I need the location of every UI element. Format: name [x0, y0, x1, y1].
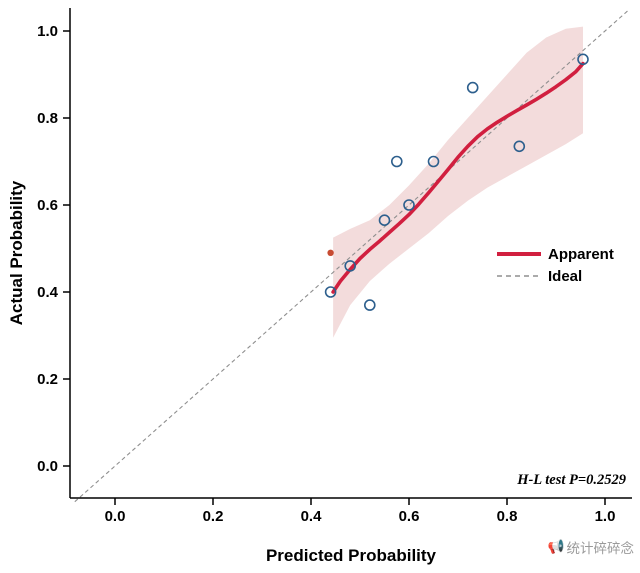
x-tick-label: 0.2 — [203, 508, 224, 525]
y-tick-label: 0.8 — [37, 110, 58, 127]
watermark: 📢 统计碎碎念 — [548, 537, 634, 557]
x-tick-label: 0.6 — [399, 508, 420, 525]
y-tick-label: 0.4 — [37, 284, 59, 301]
legend: Apparent Ideal — [497, 246, 614, 285]
ideal-line — [74, 10, 629, 503]
data-point — [513, 140, 526, 153]
data-point — [466, 81, 479, 94]
data-point — [390, 155, 403, 168]
data-point — [324, 286, 337, 298]
hl-test-annotation: H-L test P=0.2529 — [516, 472, 626, 488]
data-point — [403, 199, 415, 211]
confidence-band — [333, 26, 583, 338]
watermark-text: 统计碎碎念 — [566, 541, 635, 556]
data-point — [378, 214, 391, 226]
apparent-curve — [331, 61, 585, 294]
y-tick-label: 0.2 — [37, 371, 58, 388]
legend-apparent-label: Apparent — [548, 246, 614, 263]
x-tick-label: 0.4 — [301, 508, 323, 525]
x-tick-label: 1.0 — [595, 508, 616, 525]
x-tick-label: 0.8 — [497, 508, 518, 525]
legend-ideal-label: Ideal — [548, 268, 582, 285]
megaphone-icon: 📢 — [547, 539, 565, 554]
data-point — [427, 155, 440, 168]
data-point — [577, 53, 589, 66]
data-point — [363, 299, 376, 311]
chart-generated-layer: 0.0 0.2 0.4 0.6 0.8 1.0 0.0 0.2 0.4 0.6 0.8 1.0 — [37, 8, 632, 525]
y-tick-label: 0.0 — [37, 458, 58, 475]
x-axis-label: Predicted Probability — [266, 546, 437, 565]
y-tick-label: 0.6 — [37, 197, 58, 214]
y-tick-label: 1.0 — [37, 23, 58, 40]
data-point — [344, 260, 357, 272]
x-tick-label: 0.0 — [105, 508, 126, 525]
y-axis-label: Actual Probability — [7, 180, 26, 325]
red-dot — [327, 249, 334, 256]
